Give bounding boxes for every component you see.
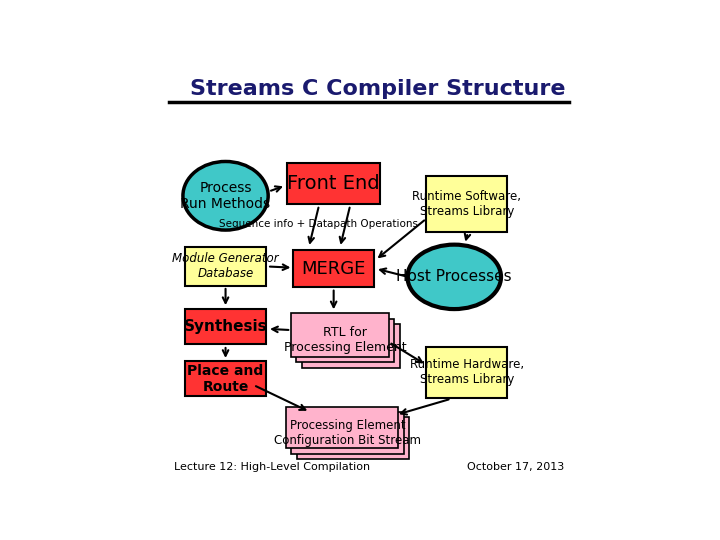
FancyBboxPatch shape [302,324,400,368]
FancyBboxPatch shape [185,247,266,286]
FancyBboxPatch shape [292,412,403,454]
FancyBboxPatch shape [293,250,374,287]
Text: MERGE: MERGE [302,260,366,278]
FancyBboxPatch shape [185,361,266,396]
Text: RTL for
Processing Element: RTL for Processing Element [284,327,407,354]
Text: Lecture 12: High-Level Compilation: Lecture 12: High-Level Compilation [174,462,369,472]
Text: Front End: Front End [287,174,380,193]
FancyBboxPatch shape [297,417,409,459]
FancyBboxPatch shape [426,347,508,399]
Ellipse shape [408,245,501,309]
FancyBboxPatch shape [287,163,380,204]
Text: Runtime Software,
Streams Library: Runtime Software, Streams Library [413,190,521,218]
Text: Process
Run Methods: Process Run Methods [181,181,271,211]
FancyBboxPatch shape [297,319,394,362]
Text: Host Processes: Host Processes [397,269,512,285]
Text: Place and
Route: Place and Route [187,363,264,394]
Text: Processing Element
Configuration Bit Stream: Processing Element Configuration Bit Str… [274,419,421,447]
Text: Runtime Hardware,
Streams Library: Runtime Hardware, Streams Library [410,359,523,387]
Text: October 17, 2013: October 17, 2013 [467,462,564,472]
FancyBboxPatch shape [426,176,508,232]
Text: Sequence info + Datapath Operations: Sequence info + Datapath Operations [219,219,418,228]
Text: Synthesis: Synthesis [184,319,267,334]
FancyBboxPatch shape [286,407,398,448]
Text: Streams C Compiler Structure: Streams C Compiler Structure [190,79,566,99]
FancyBboxPatch shape [291,313,389,357]
Ellipse shape [183,161,268,230]
FancyBboxPatch shape [185,309,266,345]
Text: Module Generator
Database: Module Generator Database [172,253,279,280]
